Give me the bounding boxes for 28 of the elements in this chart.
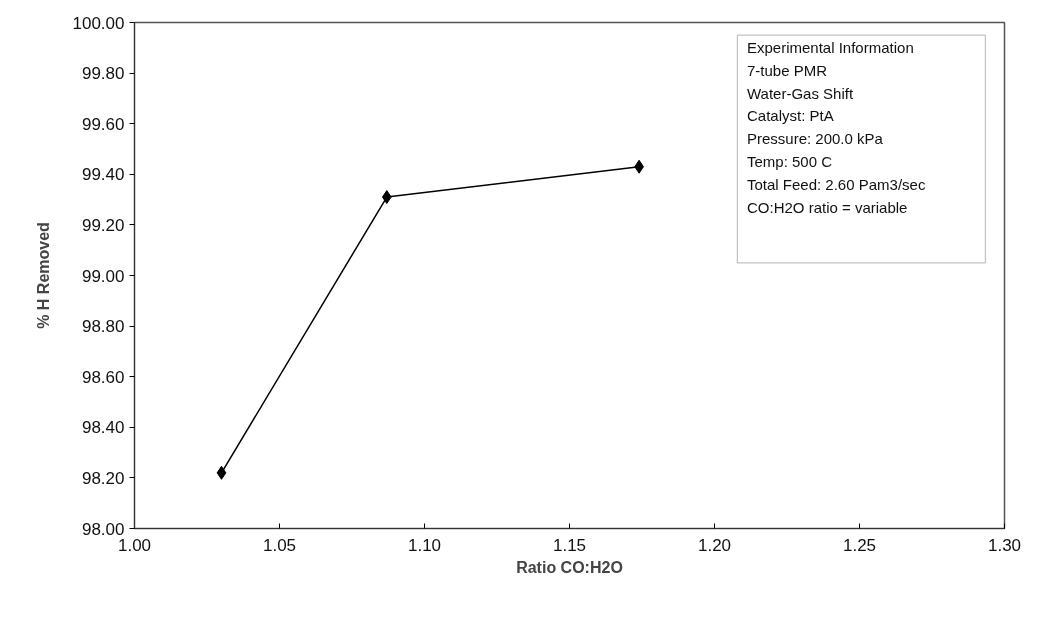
point: [216, 465, 227, 480]
x-tick-label: 1.20: [697, 535, 732, 555]
y-tick-label: 99.00: [81, 266, 125, 286]
annotation: Pressure: 200.0 kPa: [746, 130, 884, 148]
annotation: Temp: 500 C: [746, 153, 833, 171]
x-tick-label: 1.25: [842, 535, 877, 555]
annotation: Total Feed: 2.60 Pam3/sec: [746, 175, 926, 193]
y-tick-label: 99.20: [81, 215, 125, 235]
annotation: 7-tube PMR: [746, 61, 828, 79]
y-tick-label: 98.40: [81, 418, 125, 438]
annotation: Water-Gas Shift: [746, 84, 854, 102]
annotation: Experimental Information: [746, 39, 914, 57]
x-tick-label: 1.05: [262, 535, 297, 555]
y-tick-label: 99.80: [81, 64, 125, 84]
point: [381, 190, 392, 205]
y-tick-label: 98.60: [81, 367, 125, 387]
x-tick-label: 1.10: [407, 535, 442, 555]
x-tick-label: 1.30: [987, 535, 1022, 555]
y-tick-label: 100.00: [72, 13, 125, 33]
x-tick-label: 1.15: [552, 535, 587, 555]
annotation: Catalyst: PtA: [746, 107, 834, 125]
y-tick-label: 98.80: [81, 317, 125, 337]
x-axis-title: Ratio CO:H2O: [516, 558, 623, 576]
annotation: CO:H2O ratio = variable: [746, 198, 908, 216]
y-tick-label: 99.40: [81, 165, 125, 185]
y-axis-title: % H Removed: [34, 222, 52, 329]
y-tick-label: 99.60: [81, 114, 125, 134]
y-tick-label: 98.20: [81, 468, 125, 488]
